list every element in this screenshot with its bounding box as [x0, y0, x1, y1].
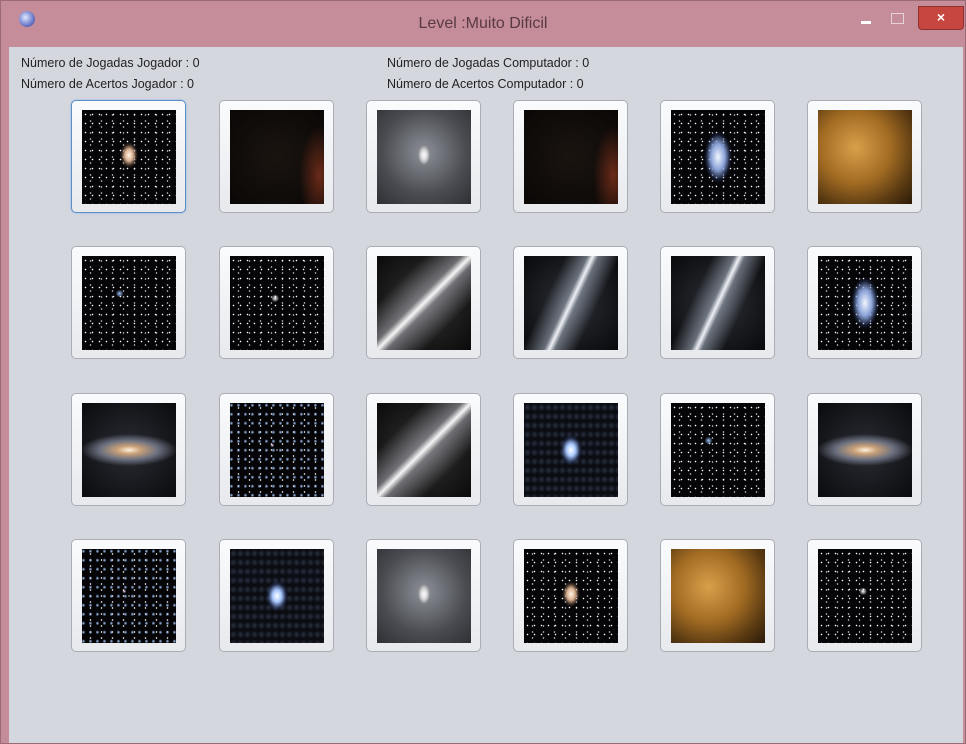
galaxy-image	[82, 256, 176, 350]
memory-card[interactable]	[71, 246, 186, 359]
memory-card[interactable]	[807, 393, 922, 506]
galaxy-image	[671, 549, 765, 643]
galaxy-image	[82, 403, 176, 497]
memory-card[interactable]	[660, 393, 775, 506]
galaxy-image	[524, 256, 618, 350]
galaxy-image	[82, 110, 176, 204]
galaxy-image	[377, 256, 471, 350]
galaxy-image	[82, 549, 176, 643]
title-bar: Level :Muito Dificil ×	[1, 1, 965, 47]
memory-card[interactable]	[660, 100, 775, 213]
memory-card[interactable]	[219, 393, 334, 506]
memory-card[interactable]	[807, 539, 922, 652]
computer-hits: Número de Acertos Computador : 0	[387, 77, 584, 91]
close-button[interactable]: ×	[918, 6, 964, 30]
maximize-button[interactable]	[891, 13, 904, 24]
memory-card[interactable]	[366, 246, 481, 359]
galaxy-image	[524, 403, 618, 497]
galaxy-image	[671, 110, 765, 204]
player-moves: Número de Jogadas Jogador : 0	[21, 56, 200, 70]
memory-card[interactable]	[660, 246, 775, 359]
memory-card[interactable]	[513, 246, 628, 359]
galaxy-image	[524, 110, 618, 204]
galaxy-image	[377, 549, 471, 643]
memory-card[interactable]	[366, 393, 481, 506]
game-board: Número de Jogadas Jogador : 0 Número de …	[9, 47, 963, 743]
memory-card[interactable]	[71, 539, 186, 652]
memory-card[interactable]	[513, 100, 628, 213]
galaxy-image	[671, 403, 765, 497]
memory-card[interactable]	[366, 100, 481, 213]
window-title: Level :Muito Dificil	[418, 15, 548, 32]
galaxy-image	[524, 549, 618, 643]
galaxy-image	[377, 403, 471, 497]
memory-card[interactable]	[219, 100, 334, 213]
galaxy-image	[230, 256, 324, 350]
memory-card[interactable]	[807, 100, 922, 213]
memory-card[interactable]	[219, 246, 334, 359]
galaxy-image	[377, 110, 471, 204]
memory-card[interactable]	[660, 539, 775, 652]
computer-moves: Número de Jogadas Computador : 0	[387, 56, 590, 70]
galaxy-image	[230, 403, 324, 497]
galaxy-image	[671, 256, 765, 350]
memory-card[interactable]	[513, 393, 628, 506]
memory-card[interactable]	[71, 393, 186, 506]
galaxy-image	[230, 110, 324, 204]
app-icon	[19, 11, 35, 27]
galaxy-image	[818, 256, 912, 350]
memory-card[interactable]	[71, 100, 186, 213]
player-hits: Número de Acertos Jogador : 0	[21, 77, 195, 91]
memory-card[interactable]	[807, 246, 922, 359]
memory-card[interactable]	[219, 539, 334, 652]
galaxy-image	[818, 403, 912, 497]
memory-card[interactable]	[513, 539, 628, 652]
galaxy-image	[818, 549, 912, 643]
galaxy-image	[818, 110, 912, 204]
memory-card[interactable]	[366, 539, 481, 652]
minimize-button[interactable]	[859, 13, 873, 24]
galaxy-image	[230, 549, 324, 643]
